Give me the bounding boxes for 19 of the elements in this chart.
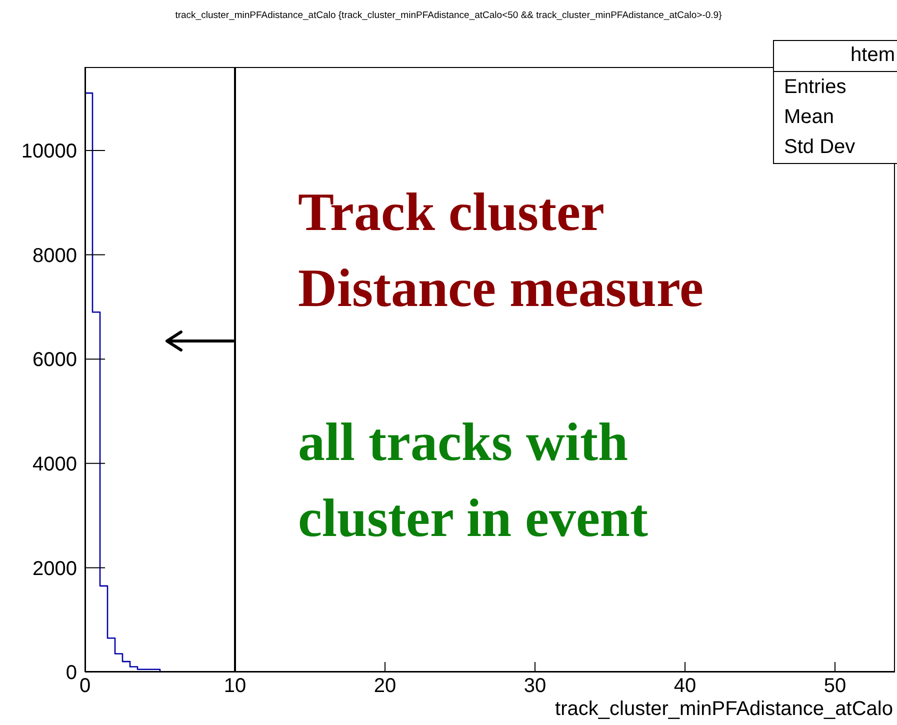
chart-title: track_cluster_minPFAdistance_atCalo {track_cluster_minPFAdistance_atCalo<50 && track_cluster_minPFAdistance_atCalo>-0.9} (174, 10, 723, 21)
x-tick-label: 10 (224, 675, 246, 698)
stats-box: htem Entries Mean Std Dev (773, 40, 897, 164)
x-axis-title: track_cluster_minPFAdistance_atCalo (555, 697, 893, 721)
x-tick-label: 20 (374, 675, 396, 698)
x-tick-label: 40 (674, 675, 696, 698)
y-tick-label: 2000 (32, 558, 77, 580)
y-tick-label: 6000 (32, 349, 77, 372)
y-tick-label: 10000 (21, 140, 77, 163)
y-tick-label: 8000 (32, 244, 77, 267)
annotation: Mean (783, 105, 836, 130)
y-tick-label: 4000 (32, 453, 77, 476)
annotation: Std Dev (783, 135, 856, 160)
annotation: Track cluster Distance measure (298, 181, 704, 320)
x-tick-label: 0 (79, 675, 91, 698)
annotation: all tracks with cluster in event (298, 411, 648, 550)
x-tick-label: 50 (824, 675, 846, 698)
annotation: Entries (783, 75, 848, 100)
x-tick-label: 30 (524, 675, 546, 698)
